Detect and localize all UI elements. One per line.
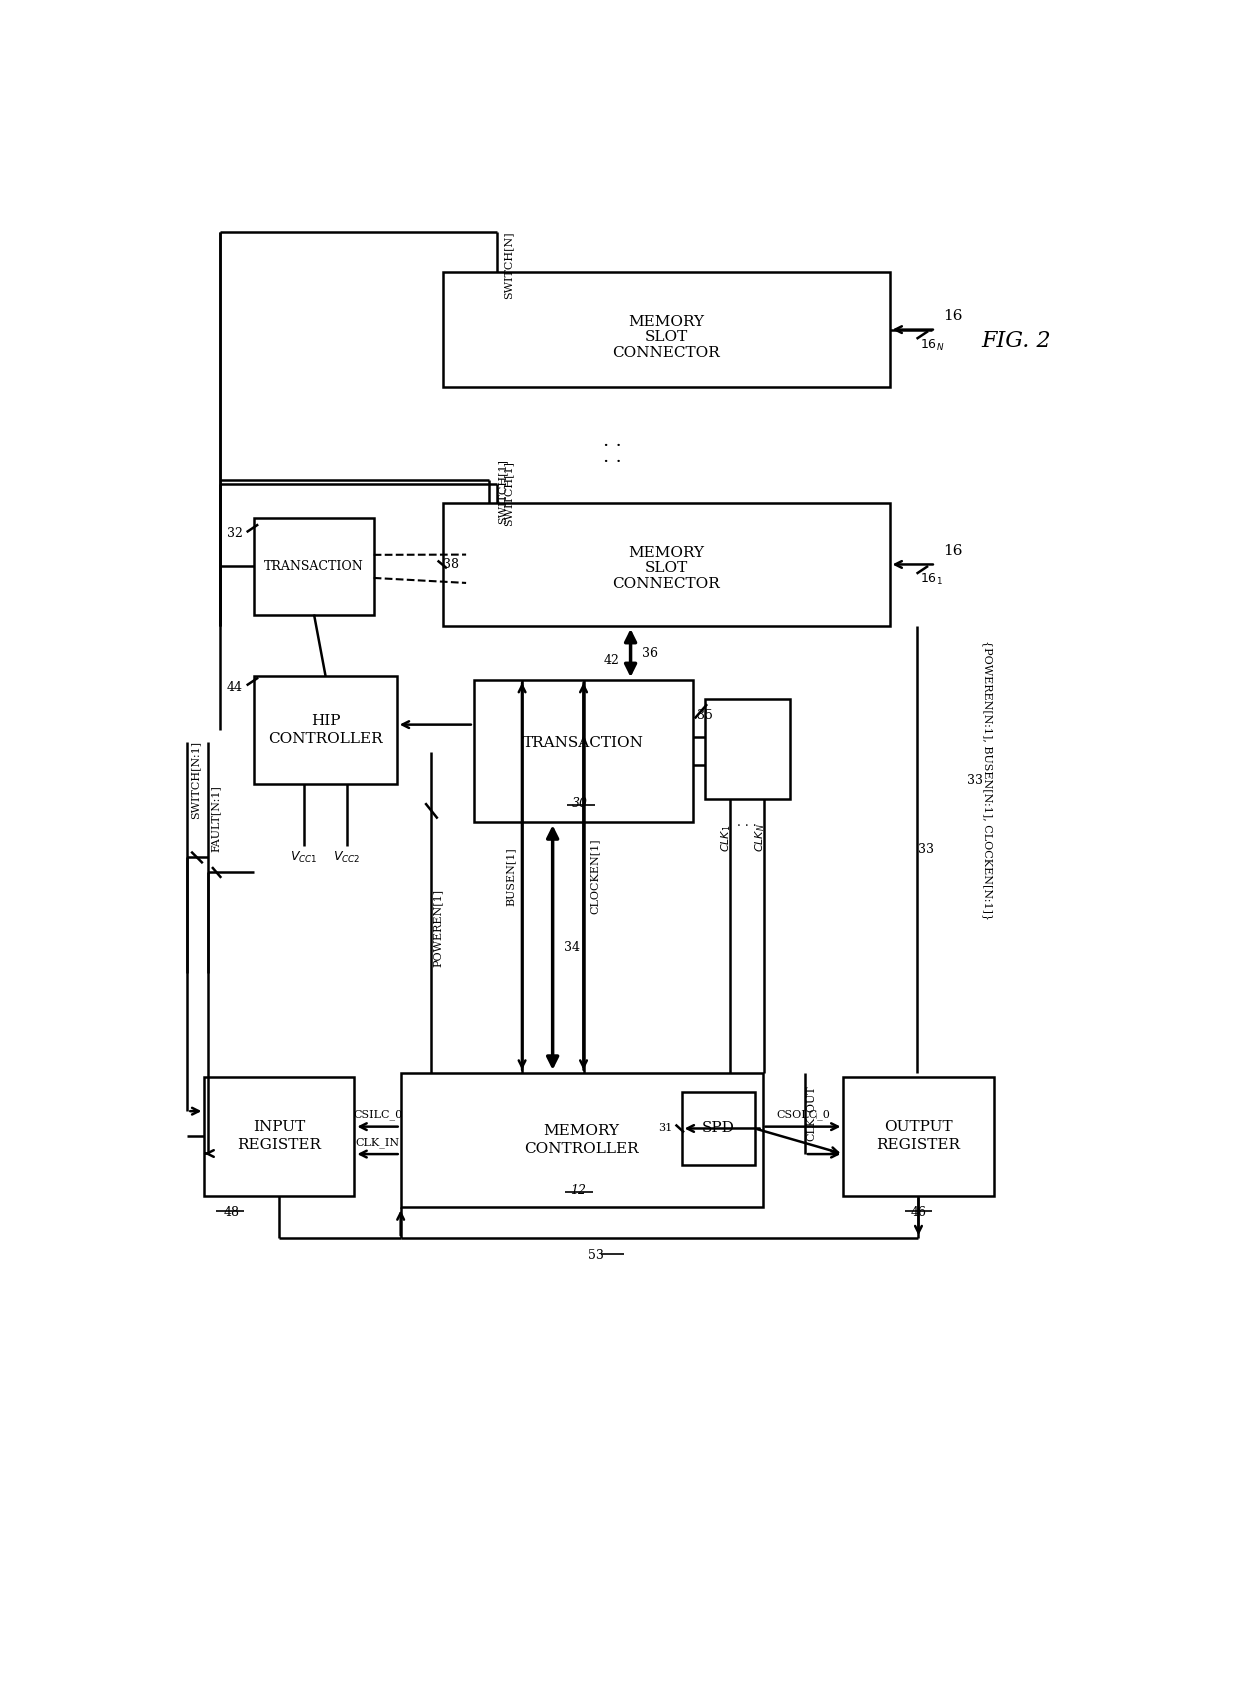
- Text: HIP: HIP: [311, 714, 340, 728]
- Text: 36: 36: [642, 647, 658, 660]
- Text: 38: 38: [443, 559, 459, 571]
- Text: OUTPUT: OUTPUT: [884, 1119, 952, 1134]
- Text: CLK_IN: CLK_IN: [356, 1138, 399, 1148]
- Bar: [254, 677, 397, 783]
- Text: {POWEREN[N:1], BUSEN[N:1], CLOCKEN[N:1]}: {POWEREN[N:1], BUSEN[N:1], CLOCKEN[N:1]}: [982, 640, 993, 920]
- Text: CONNECTOR: CONNECTOR: [613, 346, 720, 360]
- Text: 30: 30: [572, 797, 588, 810]
- Text: 48: 48: [223, 1207, 239, 1219]
- Bar: [254, 518, 373, 614]
- Text: SLOT: SLOT: [645, 331, 688, 344]
- Text: SPD: SPD: [702, 1121, 735, 1136]
- Text: CLOCKEN[1]: CLOCKEN[1]: [590, 839, 600, 915]
- Text: SWITCH[1]: SWITCH[1]: [503, 461, 513, 525]
- Text: 53: 53: [588, 1249, 604, 1261]
- Text: CONTROLLER: CONTROLLER: [525, 1143, 639, 1156]
- Text: CONTROLLER: CONTROLLER: [268, 733, 383, 746]
- Text: CLK_OUT: CLK_OUT: [806, 1085, 816, 1141]
- Text: BUSEN[1]: BUSEN[1]: [506, 847, 516, 906]
- Text: FIG. 2: FIG. 2: [982, 331, 1052, 353]
- Text: CSOLC_0: CSOLC_0: [776, 1109, 830, 1121]
- Text: 33: 33: [967, 773, 982, 787]
- Bar: [843, 1077, 993, 1195]
- Text: REGISTER: REGISTER: [877, 1138, 961, 1153]
- Text: POWEREN[1]: POWEREN[1]: [433, 890, 443, 967]
- Text: 46: 46: [910, 1207, 926, 1219]
- Text: SLOT: SLOT: [645, 562, 688, 576]
- Text: CONNECTOR: CONNECTOR: [613, 577, 720, 591]
- Text: MEMORY: MEMORY: [629, 545, 704, 560]
- Text: 42: 42: [603, 655, 619, 667]
- Text: 32: 32: [227, 527, 243, 540]
- Text: 16: 16: [944, 544, 963, 557]
- Text: TRANSACTION: TRANSACTION: [264, 560, 363, 572]
- Text: 34: 34: [564, 940, 580, 954]
- Text: 33: 33: [918, 842, 934, 856]
- Bar: [205, 1077, 355, 1195]
- Text: $CLK_N$: $CLK_N$: [754, 824, 768, 852]
- Text: $16_N$: $16_N$: [920, 338, 945, 353]
- Text: . . .: . . .: [738, 815, 756, 829]
- Text: MEMORY: MEMORY: [629, 316, 704, 329]
- Text: $16_1$: $16_1$: [920, 572, 944, 587]
- Text: CSILC_0: CSILC_0: [353, 1109, 402, 1121]
- Text: $V_{CC1}$: $V_{CC1}$: [290, 849, 317, 864]
- Text: 16: 16: [944, 309, 963, 322]
- Text: SWITCH[N:1]: SWITCH[N:1]: [190, 741, 200, 819]
- Text: . .: . .: [603, 432, 621, 451]
- Text: REGISTER: REGISTER: [237, 1138, 321, 1153]
- Text: SWITCH[N]: SWITCH[N]: [503, 231, 513, 299]
- Text: MEMORY: MEMORY: [543, 1124, 620, 1138]
- Text: SWITCH[1]: SWITCH[1]: [497, 459, 507, 523]
- Text: $V_{CC2}$: $V_{CC2}$: [334, 849, 361, 864]
- Text: . .: . .: [603, 447, 621, 466]
- Bar: [474, 680, 693, 822]
- Bar: [443, 503, 889, 626]
- Text: INPUT: INPUT: [253, 1119, 305, 1134]
- Text: $CLK_1$: $CLK_1$: [719, 824, 733, 851]
- Bar: [443, 272, 889, 387]
- Text: 35: 35: [697, 709, 713, 722]
- Text: FAULT[N:1]: FAULT[N:1]: [211, 785, 221, 852]
- Bar: [401, 1072, 763, 1207]
- Text: 44: 44: [227, 682, 243, 694]
- Bar: [704, 699, 790, 800]
- Text: TRANSACTION: TRANSACTION: [523, 736, 644, 751]
- Text: 31: 31: [658, 1124, 672, 1133]
- Text: 12: 12: [569, 1183, 585, 1197]
- Bar: [682, 1092, 755, 1165]
